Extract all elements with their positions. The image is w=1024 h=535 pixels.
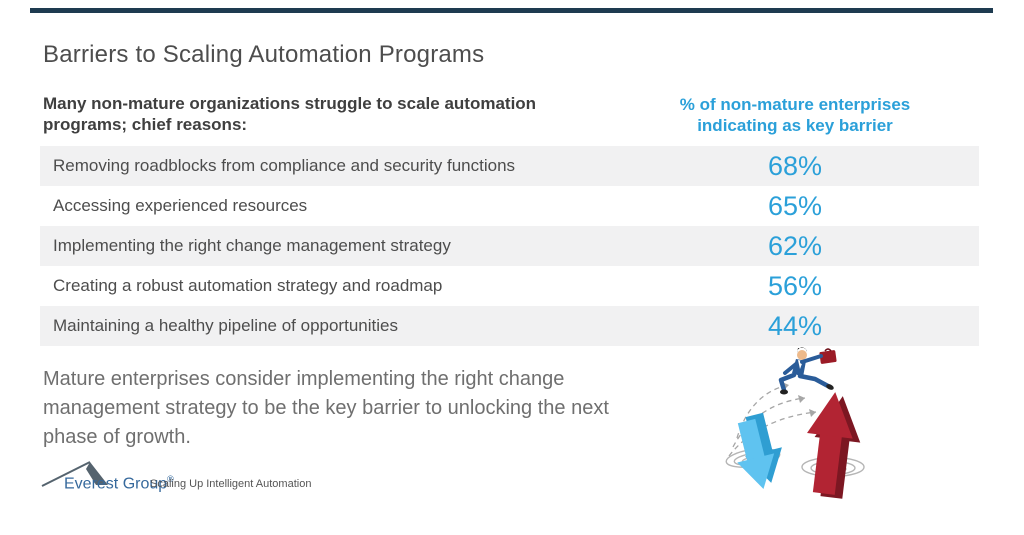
table-row: Maintaining a healthy pipeline of opport… — [40, 306, 979, 346]
barrier-percent: 62% — [767, 230, 823, 261]
barrier-label: Maintaining a healthy pipeline of opport… — [53, 316, 398, 335]
logo-wordmark: Everest Group — [64, 475, 168, 493]
page-title: Barriers to Scaling Automation Programs — [43, 41, 485, 68]
red-up-arrow — [807, 392, 861, 499]
barrier-percent: 65% — [767, 190, 823, 221]
barrier-label: Accessing experienced resources — [53, 196, 308, 215]
barrier-percent: 68% — [767, 150, 823, 181]
table-row: Implementing the right change management… — [40, 226, 979, 266]
barrier-percent: 44% — [767, 310, 823, 341]
barriers-table: Removing roadblocks from compliance and … — [40, 146, 979, 346]
footer-branding: Everest Group® Scaling Up Intelligent Au… — [40, 458, 460, 500]
table-row: Removing roadblocks from compliance and … — [40, 146, 979, 186]
barrier-label: Removing roadblocks from compliance and … — [53, 156, 516, 175]
report-tagline: Scaling Up Intelligent Automation — [150, 478, 312, 490]
everest-group-logo: Everest Group® — [64, 474, 174, 493]
table-right-header: % of non-mature enterprises indicating a… — [645, 94, 945, 136]
leap-from-down-arrow-to-up-arrow-illustration — [725, 347, 865, 499]
table-left-header: Many non-mature organizations struggle t… — [43, 94, 537, 134]
table-row: Accessing experienced resources 65% — [40, 186, 979, 226]
key-takeaway-text: Mature enterprises consider implementing… — [43, 368, 609, 448]
dashed-arc-paths — [728, 384, 817, 457]
leaping-businessman-figure — [778, 347, 837, 395]
mountain-peak-icon — [41, 461, 108, 487]
barrier-label: Creating a robust automation strategy an… — [53, 276, 443, 295]
barrier-percent: 56% — [767, 270, 823, 301]
table-right-header-line2: indicating as key barrier — [697, 116, 893, 135]
table-right-header-line1: % of non-mature enterprises — [679, 95, 911, 114]
registered-mark: ® — [167, 474, 174, 484]
top-accent-bar — [30, 8, 993, 13]
table-row: Creating a robust automation strategy an… — [40, 266, 979, 306]
barrier-label: Implementing the right change management… — [53, 236, 451, 255]
blue-down-arrow — [737, 412, 782, 489]
